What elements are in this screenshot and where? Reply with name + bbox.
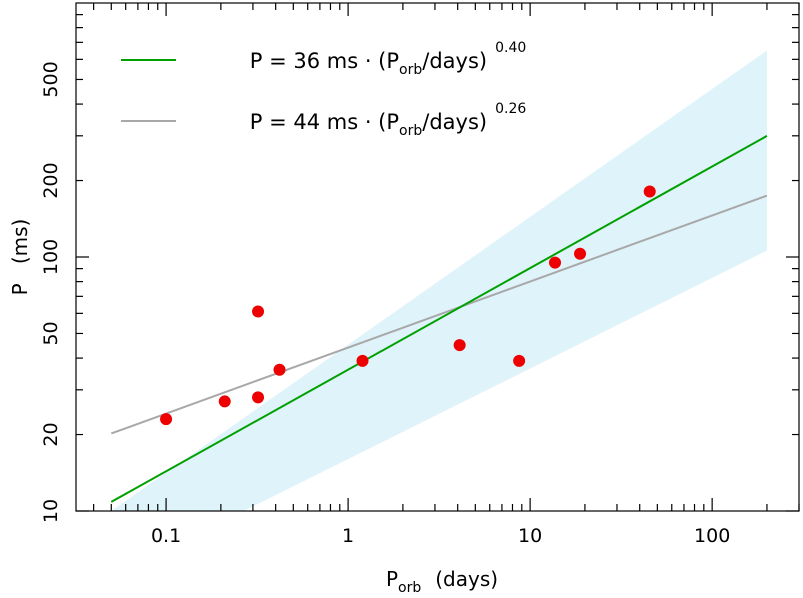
fit-lines [110, 135, 768, 503]
data-points [160, 185, 656, 426]
data-point-6 [453, 339, 466, 352]
x-axis-title-sub: orb [398, 580, 421, 596]
x-tick-label-2: 10 [518, 525, 542, 547]
y-axis-title: P (ms) [8, 219, 32, 296]
legend-label-gray: P = 44 ms · (Porb/days)0.26 [203, 94, 560, 139]
data-point-9 [574, 247, 587, 260]
x-axis-title-rest: (days) [435, 567, 498, 591]
x-tick-label-1: 1 [342, 525, 354, 547]
x-tick-label-3: 100 [694, 525, 730, 547]
x-tick-label-0: 0.1 [151, 525, 181, 547]
data-point-10 [643, 185, 656, 198]
data-point-1 [218, 395, 231, 408]
confidence-band [111, 50, 767, 511]
data-point-3 [252, 305, 265, 318]
legend-label-green: P = 36 ms · (Porb/days)0.40 [203, 33, 560, 78]
data-point-2 [252, 391, 265, 404]
y-tick-label-4: 200 [40, 162, 62, 198]
data-point-7 [513, 354, 526, 367]
x-axis-title-main: P [386, 567, 398, 591]
y-tick-label-5: 500 [40, 61, 62, 97]
data-point-5 [356, 354, 369, 367]
data-point-8 [549, 256, 562, 269]
x-axis-title: Porb (days) [386, 567, 498, 596]
data-point-4 [273, 363, 286, 376]
legend: P = 36 ms · (Porb/days)0.40 P = 44 ms · … [121, 33, 560, 139]
y-tick-label-1: 20 [40, 422, 62, 446]
band-polygon [111, 50, 767, 511]
data-point-0 [160, 413, 173, 426]
y-tick-label-0: 10 [40, 499, 62, 523]
fit-line-1 [110, 194, 768, 435]
y-tick-label-2: 50 [40, 321, 62, 345]
y-tick-label-3: 100 [40, 239, 62, 275]
fit-line-0 [110, 135, 768, 503]
tick-labels: 0.1 1 10 100 10 20 50 100 200 500 [40, 61, 730, 547]
axis-ticks [76, 3, 800, 512]
